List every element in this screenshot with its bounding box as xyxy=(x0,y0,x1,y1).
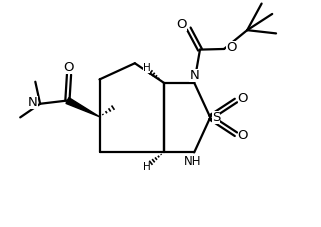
Text: H: H xyxy=(143,63,150,73)
Polygon shape xyxy=(66,98,100,117)
Text: O: O xyxy=(63,61,73,74)
Text: O: O xyxy=(238,92,248,105)
Text: H: H xyxy=(143,162,150,172)
Text: NH: NH xyxy=(184,155,201,168)
Text: N: N xyxy=(28,96,38,109)
Text: S: S xyxy=(212,111,220,124)
Text: O: O xyxy=(177,18,187,31)
Text: O: O xyxy=(238,129,248,142)
Text: O: O xyxy=(226,42,236,54)
Text: N: N xyxy=(189,69,199,82)
